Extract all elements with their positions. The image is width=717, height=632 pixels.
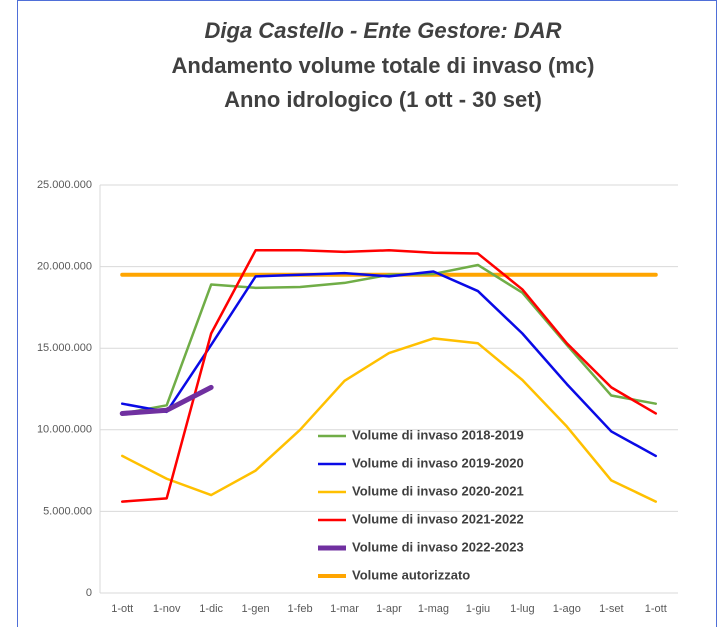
y-tick-label: 15.000.000 (37, 342, 92, 354)
y-tick-label: 0 (86, 587, 92, 599)
chart-title: Anno idrologico (1 ott - 30 set) (224, 87, 542, 112)
x-tick-label: 1-ott (645, 603, 667, 615)
series-line (119, 384, 214, 416)
y-tick-label: 25.000.000 (37, 179, 92, 191)
x-tick-label: 1-ott (111, 603, 133, 615)
x-tick-label: 1-ago (553, 603, 581, 615)
chart-title: Diga Castello - Ente Gestore: DAR (205, 18, 562, 43)
legend-label: Volume di invaso 2019-2020 (352, 455, 524, 470)
x-tick-label: 1-giu (466, 603, 490, 615)
x-tick-label: 1-nov (153, 603, 181, 615)
y-tick-label: 10.000.000 (37, 424, 92, 436)
x-tick-label: 1-gen (242, 603, 270, 615)
x-tick-label: 1-dic (199, 603, 223, 615)
x-tick-label: 1-mag (418, 603, 449, 615)
x-tick-label: 1-apr (376, 603, 402, 615)
legend-label: Volume di invaso 2020-2021 (352, 483, 524, 498)
y-tick-label: 5.000.000 (43, 505, 92, 517)
series-line (120, 270, 658, 458)
x-tick-label: 1-lug (510, 603, 534, 615)
x-tick-label: 1-feb (288, 603, 313, 615)
series-line (120, 337, 658, 503)
series-line (120, 249, 658, 503)
legend-label: Volume di invaso 2018-2019 (352, 427, 524, 442)
chart-title: Andamento volume totale di invaso (mc) (172, 53, 595, 78)
x-tick-label: 1-set (599, 603, 623, 615)
legend-label: Volume di invaso 2021-2022 (352, 511, 524, 526)
legend-label: Volume autorizzato (352, 567, 470, 582)
y-tick-label: 20.000.000 (37, 261, 92, 273)
legend-label: Volume di invaso 2022-2023 (352, 539, 524, 554)
x-tick-label: 1-mar (330, 603, 359, 615)
